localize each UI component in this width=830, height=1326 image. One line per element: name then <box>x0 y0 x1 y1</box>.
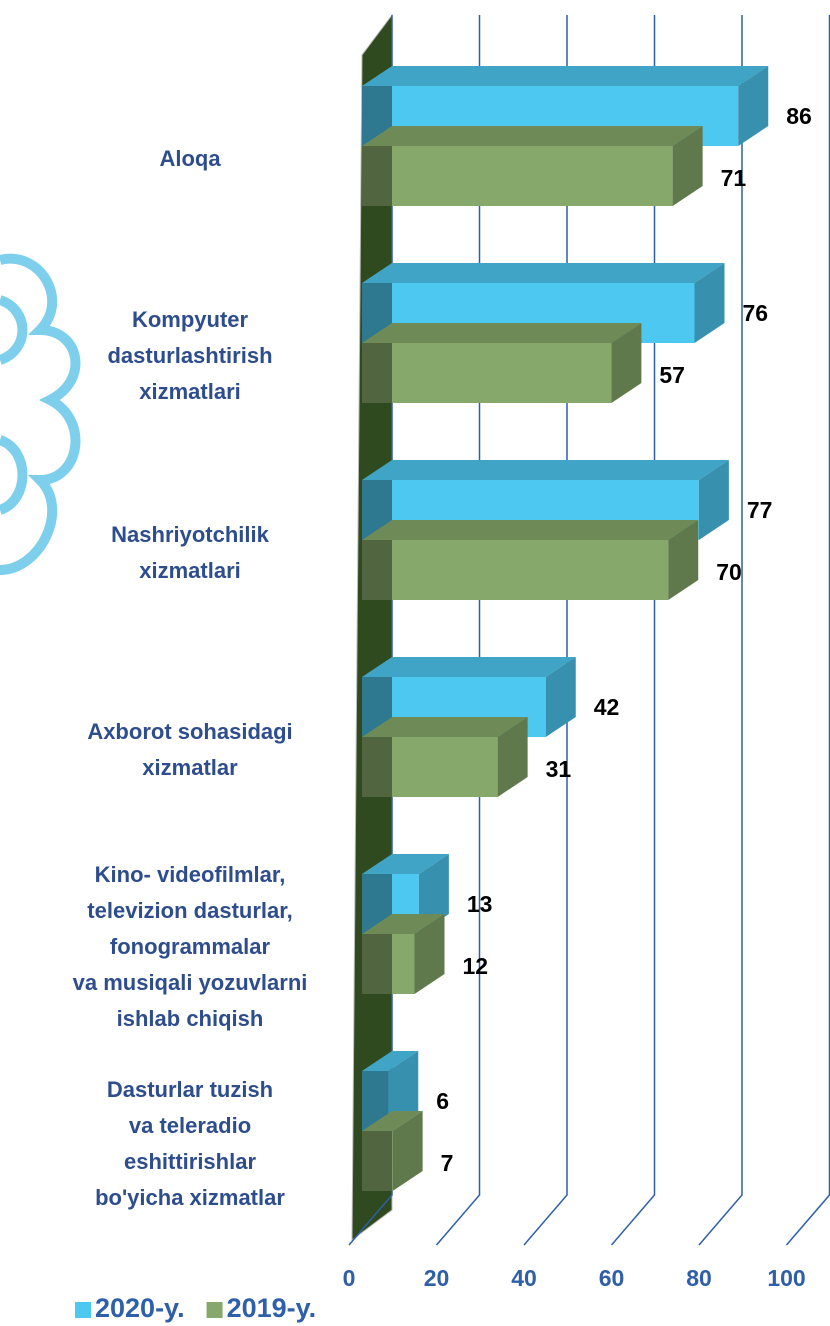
bar-top <box>362 323 642 343</box>
bar-top <box>362 717 528 737</box>
bar-side <box>698 460 729 540</box>
value-label: 13 <box>467 891 493 917</box>
value-label: 31 <box>546 756 572 782</box>
value-label: 42 <box>594 694 620 720</box>
bar-top <box>362 66 769 86</box>
bar-front <box>362 343 612 403</box>
value-label: 7 <box>441 1150 454 1176</box>
legend-label: 2019-y. <box>227 1293 317 1323</box>
legend-label: 2020-y. <box>95 1293 185 1323</box>
bar-top <box>362 263 725 283</box>
value-label: 57 <box>659 362 685 388</box>
value-label: 86 <box>786 103 812 129</box>
bar-side <box>668 520 699 600</box>
grid-line <box>610 15 656 1246</box>
bar-top <box>362 657 576 677</box>
x-tick-label: 20 <box>424 1265 450 1291</box>
bar-side <box>497 717 528 797</box>
x-tick-label: 80 <box>686 1265 712 1291</box>
value-label: 76 <box>743 300 769 326</box>
category-label: Aloqa <box>159 146 221 171</box>
bar <box>362 914 445 994</box>
bar-side <box>738 66 769 146</box>
bar <box>362 717 528 797</box>
bar-inner <box>362 737 392 797</box>
category-label: Kino- videofilmlar, televizion dasturlar,… <box>73 862 308 1031</box>
bar-side <box>392 1111 423 1191</box>
grid-line <box>785 15 830 1246</box>
category-label: Kompyuter dasturlashtirish xizmatlari <box>107 307 272 404</box>
bar-inner <box>362 1131 392 1191</box>
value-label: 70 <box>716 559 742 585</box>
bar-side <box>694 263 725 343</box>
ornament <box>0 253 81 575</box>
bar <box>362 1111 423 1191</box>
bar-top <box>362 1051 419 1071</box>
value-label: 12 <box>463 953 489 979</box>
bar-inner <box>362 146 392 206</box>
legend-swatch <box>75 1302 91 1318</box>
bar <box>362 520 699 600</box>
bar-side <box>414 914 445 994</box>
bar <box>362 323 642 403</box>
category-label: Dasturlar tuzish va teleradio eshittirishl… <box>95 1077 285 1210</box>
x-tick-label: 40 <box>511 1265 537 1291</box>
value-label: 71 <box>721 165 747 191</box>
bar-front <box>362 540 669 600</box>
x-tick-label: 60 <box>599 1265 625 1291</box>
bar-side <box>672 126 703 206</box>
bar-front <box>362 146 673 206</box>
grid-line <box>698 15 743 1246</box>
value-label: 77 <box>747 497 773 523</box>
x-tick-label: 0 <box>343 1265 356 1291</box>
grid-line <box>435 15 481 1246</box>
bar-inner <box>362 934 392 994</box>
value-label: 6 <box>436 1088 449 1114</box>
bar-side <box>545 657 576 737</box>
x-tick-label: 100 <box>767 1265 805 1291</box>
category-label: Nashriyotchilik xizmatlari <box>111 522 269 583</box>
bar <box>362 126 703 206</box>
bar-top <box>362 1111 423 1131</box>
category-label: Axborot sohasidagi xizmatlar <box>87 719 292 780</box>
bar-top <box>362 126 703 146</box>
bar-inner <box>362 540 392 600</box>
bar-top <box>362 854 449 874</box>
bar-inner <box>362 343 392 403</box>
grid-line <box>523 15 568 1246</box>
legend-swatch <box>206 1302 223 1318</box>
bar-side <box>611 323 642 403</box>
bar-top <box>362 520 699 540</box>
bar-top <box>362 460 729 480</box>
bar-top <box>362 914 445 934</box>
grid-line <box>348 15 393 1246</box>
